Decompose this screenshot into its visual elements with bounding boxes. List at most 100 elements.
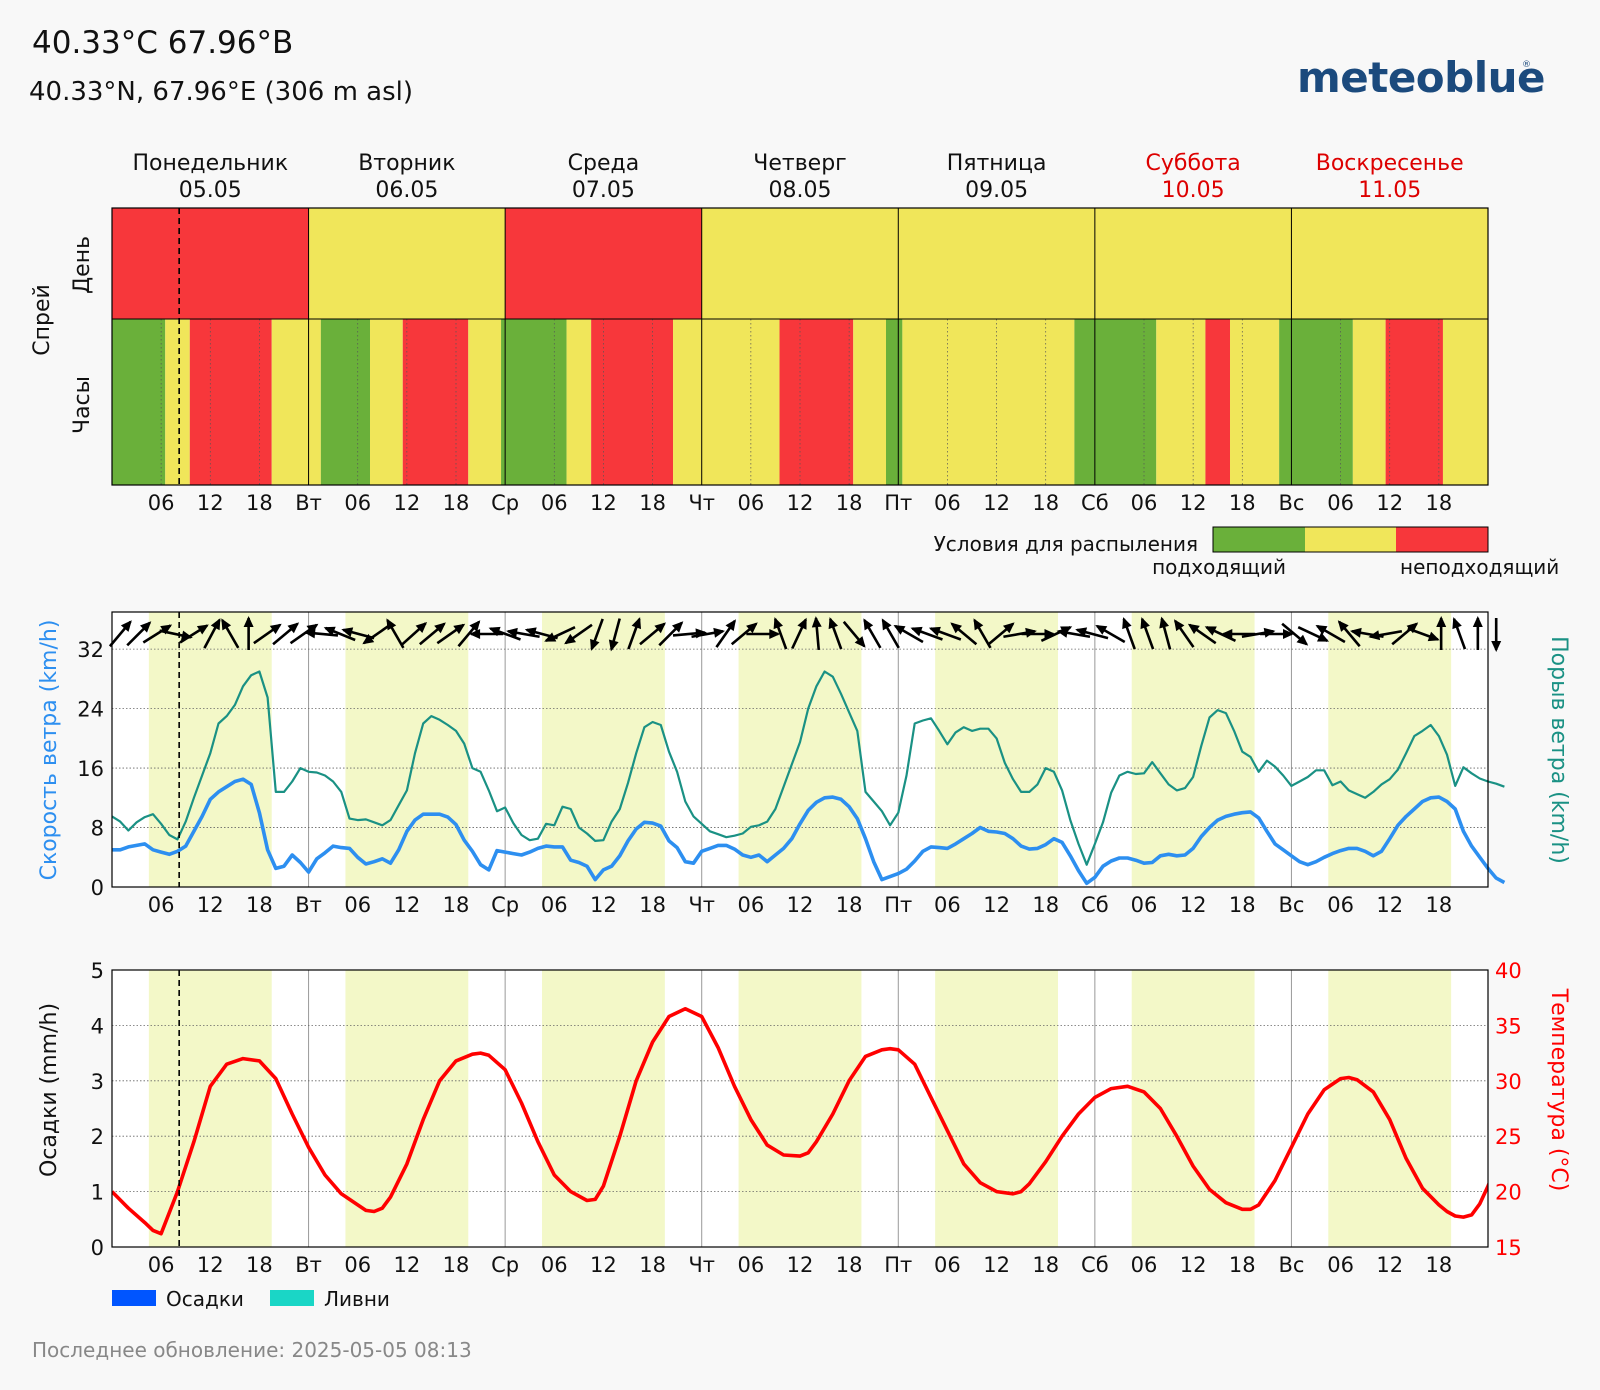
wind-direction-arrow <box>746 629 781 639</box>
hour-tick-label: 12 <box>787 491 814 515</box>
daily-spray-cell <box>1291 208 1488 319</box>
daily-spray-cell <box>1094 208 1292 319</box>
wind-direction-arrow <box>1452 617 1467 650</box>
wind-direction-arrow <box>253 623 282 645</box>
day-header-name: Воскресенье <box>1316 151 1464 176</box>
precip-y-tick-label: 3 <box>91 1070 104 1094</box>
spray-day-label: День <box>70 236 95 294</box>
wind-direction-arrow <box>1315 624 1346 644</box>
wind-direction-arrow <box>1472 616 1483 650</box>
legend-bad-swatch <box>1396 527 1488 552</box>
day-abbr-tick-label: Вс <box>1278 1253 1304 1277</box>
wind-arrow-head <box>1056 627 1069 638</box>
hourly-spray-segment <box>673 319 780 485</box>
hourly-spray-segment <box>779 319 854 485</box>
daily-spray-cell <box>701 208 899 319</box>
wind-arrow-head <box>672 621 684 633</box>
hour-tick-label: 12 <box>590 491 617 515</box>
hourly-spray-segment <box>1385 319 1443 485</box>
hour-tick-label: 12 <box>590 893 617 917</box>
hour-tick-label: 06 <box>737 491 764 515</box>
hourly-spray-segment <box>566 319 592 485</box>
wind-arrow-head <box>160 624 173 635</box>
wind-direction-arrow <box>1187 623 1217 645</box>
wind-arrow-head <box>1159 616 1169 629</box>
daylight-band <box>1328 970 1452 1247</box>
wind-arrow-head <box>1221 629 1233 639</box>
hour-tick-label: 18 <box>1425 1253 1452 1277</box>
wind-arrow-head <box>854 636 866 648</box>
wind-arrow-head <box>1317 632 1329 642</box>
wind-direction-arrow <box>1095 624 1126 644</box>
wind-arrow-head <box>362 633 375 645</box>
hour-tick-label: 06 <box>344 1253 371 1277</box>
daily-spray-cell <box>112 208 309 319</box>
wind-arrow-head <box>863 618 874 631</box>
daylight-band <box>738 612 862 887</box>
day-abbr-tick-label: Чт <box>688 491 715 515</box>
precip-y-tick-label: 0 <box>91 1236 104 1260</box>
day-abbr-tick-label: Сб <box>1081 491 1109 515</box>
daylight-band <box>1328 612 1452 887</box>
hour-tick-label: 18 <box>1425 893 1452 917</box>
wind-direction-arrow <box>1204 626 1237 642</box>
hourly-spray-segment <box>1352 319 1386 485</box>
hourly-spray-segment <box>501 319 567 485</box>
daylight-band <box>935 970 1058 1247</box>
wind-direction-arrow <box>910 626 943 641</box>
meteoblue-logo[interactable]: meteoblue <box>1297 53 1546 102</box>
wind-arrow-head <box>811 616 822 628</box>
wind-direction-arrow <box>289 623 319 645</box>
temperature-y-tick-label: 15 <box>1495 1236 1522 1260</box>
day-abbr-tick-label: Пт <box>884 1253 912 1277</box>
wind-arrow-head <box>713 627 725 638</box>
daylight-band <box>935 612 1058 887</box>
wind-direction-arrow <box>1174 619 1195 648</box>
wind-arrow-head <box>1204 626 1217 636</box>
wind-arrow-head <box>564 633 576 645</box>
hourly-spray-segment <box>112 319 166 485</box>
day-header-date: 09.05 <box>965 178 1028 203</box>
hour-tick-label: 06 <box>934 491 961 515</box>
wind-direction-arrow <box>658 621 684 647</box>
wind-direction-arrow <box>590 618 604 651</box>
wind-arrow-head <box>773 617 783 630</box>
temperature-line <box>112 1007 1488 1236</box>
daylight-band <box>1131 970 1255 1247</box>
hour-tick-label: 12 <box>1376 893 1403 917</box>
hourly-spray-segment <box>591 319 674 485</box>
hour-tick-label: 06 <box>1131 893 1158 917</box>
wind-arrow-head <box>196 624 209 635</box>
wind-arrow-head <box>341 627 354 637</box>
temperature-y-tick-label: 25 <box>1495 1125 1522 1149</box>
day-abbr-tick-label: Вс <box>1278 893 1304 917</box>
spray-legend-title: Условия для распыления <box>934 532 1198 556</box>
wind-direction-arrow <box>1159 616 1172 650</box>
wind-direction-arrow <box>1337 620 1361 648</box>
wind-direction-arrow <box>179 624 209 644</box>
wind-arrow-head <box>881 618 892 631</box>
hour-tick-label: 12 <box>393 1253 420 1277</box>
wind-arrow-head <box>524 627 537 637</box>
hour-tick-label: 12 <box>983 1253 1010 1277</box>
hour-tick-label: 18 <box>836 1253 863 1277</box>
hour-tick-label: 12 <box>1180 1253 1207 1277</box>
wind-direction-arrow <box>323 626 356 642</box>
wind-arrow-head <box>654 622 666 634</box>
wind-arrow-head <box>1174 619 1185 632</box>
hour-tick-label: 18 <box>639 491 666 515</box>
wind-arrow-head <box>1095 625 1108 635</box>
day-header-name: Понедельник <box>132 151 288 176</box>
wind-arrow-head <box>1472 616 1483 627</box>
temperature-y-tick-label: 40 <box>1495 959 1522 983</box>
daylight-band <box>738 970 862 1247</box>
wind-direction-arrow <box>203 618 221 649</box>
wind-arrow-head <box>221 618 232 631</box>
wind-direction-arrow <box>1075 627 1109 640</box>
hour-tick-label: 06 <box>541 491 568 515</box>
wind-arrow-head <box>304 628 316 639</box>
wind-arrow-head <box>928 626 941 637</box>
day-abbr-tick-label: Ср <box>491 1253 519 1277</box>
